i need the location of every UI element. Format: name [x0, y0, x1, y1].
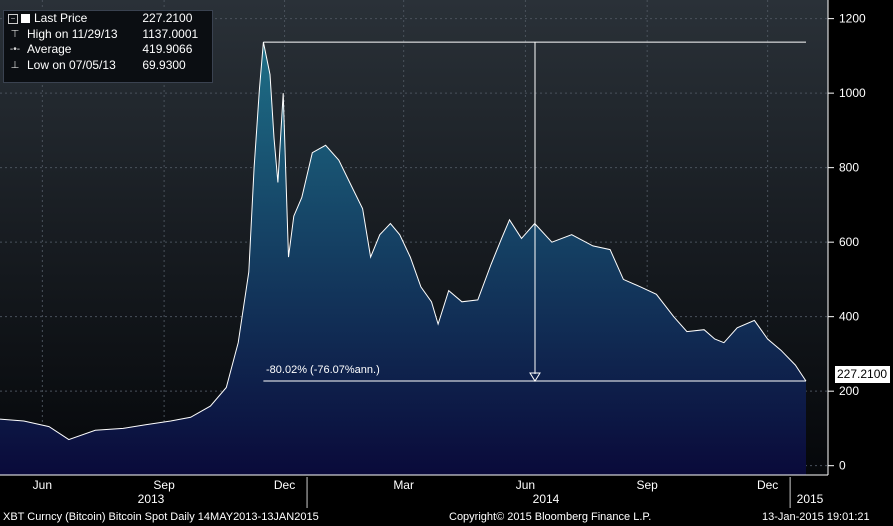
y-tick-label: 200: [839, 384, 859, 398]
footer-timestamp: 13-Jan-2015 19:01:21: [762, 511, 870, 523]
x-year-label: 2014: [533, 492, 560, 506]
x-tick-label: Jun: [33, 478, 52, 492]
y-tick-label: 1000: [839, 86, 866, 100]
x-tick-label: Dec: [757, 478, 778, 492]
y-tick-label: 1200: [839, 12, 866, 26]
x-tick-label: Dec: [274, 478, 295, 492]
x-tick-label: Jun: [516, 478, 535, 492]
price-area: [0, 42, 806, 475]
footer-copyright: Copyright© 2015 Bloomberg Finance L.P.: [449, 511, 652, 523]
y-axis: 0 200 400 600 800 1000 1200: [828, 12, 866, 473]
x-axis: Jun Sep Dec Mar Jun Sep Dec 2013 2014 2015: [33, 477, 824, 508]
x-tick-label: Sep: [153, 478, 175, 492]
legend-row-last-price[interactable]: − Last Price 227.2100: [4, 11, 212, 27]
high-marker-icon: ⊤: [10, 28, 20, 40]
white-swatch-icon: [21, 14, 30, 24]
x-year-label: 2015: [797, 492, 824, 506]
legend-label: High on 11/29/13: [27, 26, 118, 41]
collapse-icon[interactable]: −: [8, 13, 18, 24]
x-tick-label: Mar: [393, 478, 414, 492]
y-tick-label: 0: [839, 459, 846, 473]
y-tick-label: 600: [839, 235, 859, 249]
legend-value: 1137.0001: [142, 26, 199, 41]
x-tick-label: Sep: [637, 478, 659, 492]
footer: XBT Curncy (Bitcoin) Bitcoin Spot Daily …: [0, 509, 893, 526]
legend-row-low: ⊥ Low on 07/05/13 69.9300: [4, 58, 212, 74]
legend-value: 419.9066: [142, 42, 193, 56]
footer-security-info: XBT Curncy (Bitcoin) Bitcoin Spot Daily …: [3, 511, 319, 523]
legend-label: Low on 07/05/13: [27, 57, 116, 72]
y-tick-label: 400: [839, 310, 859, 324]
legend-value: 69.9300: [142, 57, 186, 72]
low-marker-icon: ⊥: [10, 59, 20, 71]
legend-label: Last Price: [34, 11, 88, 25]
average-line-icon: -•-: [9, 44, 21, 55]
price-line: [0, 42, 807, 441]
legend-row-high: ⊤ High on 11/29/13 1137.0001: [4, 27, 212, 43]
y-tick-label: 800: [839, 161, 859, 175]
legend-value: 227.2100: [142, 11, 193, 25]
legend-label: Average: [27, 42, 72, 56]
high-low-marker: [263, 41, 806, 382]
legend-row-average: -•- Average 419.9066: [4, 42, 212, 58]
last-value-tag: 227.2100: [835, 366, 890, 383]
x-year-label: 2013: [138, 492, 165, 506]
legend-box: − Last Price 227.2100 ⊤ High on 11/29/13 1…: [3, 10, 213, 83]
change-arrow-head: [529, 372, 541, 382]
annotation-label: -80.02% (-76.07%ann.): [266, 364, 380, 376]
